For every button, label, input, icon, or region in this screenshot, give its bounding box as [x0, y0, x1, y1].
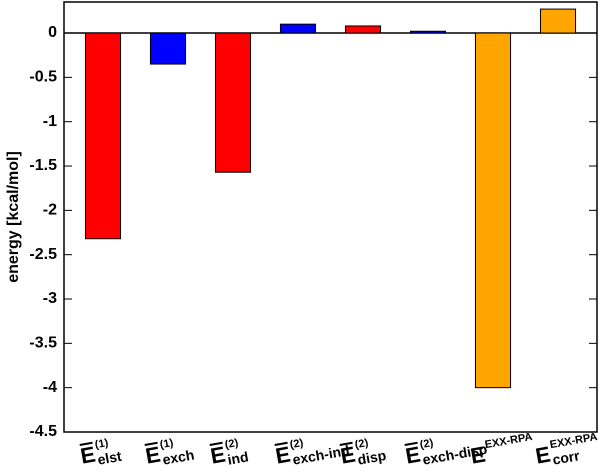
bar — [279, 23, 317, 34]
label-subscript: corr — [551, 447, 581, 468]
y-tick-label: -1.5 — [29, 157, 57, 174]
overbar — [79, 441, 93, 447]
label-subscript: disp — [356, 447, 387, 468]
label-superscript: (1) — [94, 437, 110, 451]
label-symbol: E — [209, 441, 228, 468]
label-superscript: (2) — [224, 437, 240, 451]
bar — [149, 32, 187, 65]
bar — [474, 32, 512, 389]
overbar — [144, 441, 158, 447]
label-symbol: E — [79, 441, 98, 468]
y-tick-label: -3.5 — [29, 335, 57, 352]
plot-frame — [63, 1, 598, 433]
x-tick-label: E(2)ind — [209, 437, 250, 469]
y-tick-label: -2.5 — [29, 246, 57, 263]
x-tick-label: E(1)exch — [144, 437, 196, 469]
y-tick-label: -2 — [43, 202, 57, 219]
label-superscript: (2) — [419, 437, 435, 451]
bar — [344, 25, 382, 34]
label-symbol: E — [274, 441, 293, 468]
label-superscript: (1) — [159, 437, 175, 451]
y-tick-label: -4.5 — [29, 423, 57, 440]
y-tick-label: -1 — [43, 113, 57, 130]
label-symbol: E — [339, 441, 358, 468]
y-tick-label: -3 — [43, 290, 57, 307]
overbar — [209, 441, 223, 447]
bar — [409, 30, 447, 34]
x-tick-label: E(2)disp — [339, 437, 388, 469]
y-tick-label: 0 — [48, 24, 57, 41]
overbar — [404, 441, 418, 447]
bar — [214, 32, 252, 173]
y-axis-label: energy [kcal/mol] — [5, 151, 22, 283]
y-tick-label: -0.5 — [29, 69, 57, 86]
label-subscript: exch — [161, 446, 195, 467]
label-symbol: E — [404, 441, 423, 468]
label-superscript: EXX-RPA — [484, 431, 533, 451]
label-subscript: ind — [226, 448, 249, 467]
label-symbol: E — [534, 441, 553, 468]
x-tick-label: E(1)elst — [79, 437, 124, 469]
label-symbol: E — [469, 441, 488, 468]
label-subscript: elst — [96, 448, 123, 468]
overbar — [274, 441, 288, 447]
label-symbol: E — [144, 441, 163, 468]
bar — [539, 8, 577, 34]
y-tick-label: -4 — [43, 379, 57, 396]
label-superscript: (2) — [289, 437, 305, 451]
overbar — [339, 441, 353, 447]
label-superscript: (2) — [354, 437, 370, 451]
bar — [84, 32, 122, 240]
